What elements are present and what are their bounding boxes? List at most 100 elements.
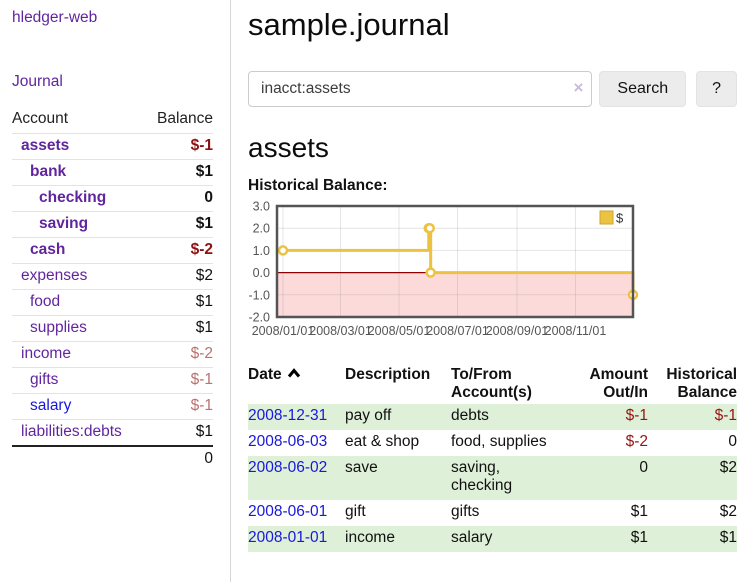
svg-text:0.0: 0.0 <box>253 266 270 280</box>
account-row: liabilities:debts $1 <box>12 419 213 446</box>
sidebar-item-journal[interactable]: Journal <box>12 73 63 90</box>
svg-text:2008/09/01: 2008/09/01 <box>486 324 549 338</box>
account-link[interactable]: bank <box>30 163 67 180</box>
account-balance: $-2 <box>145 341 213 368</box>
account-link[interactable]: assets <box>21 137 70 154</box>
account-link[interactable]: salary <box>30 397 72 414</box>
app-brand-link[interactable]: hledger-web <box>12 9 98 26</box>
transaction-date-link[interactable]: 2008-06-03 <box>248 433 328 450</box>
svg-text:3.0: 3.0 <box>253 201 270 214</box>
account-link[interactable]: food <box>30 293 61 310</box>
transaction-accounts: gifts <box>451 503 480 520</box>
account-row: assets $-1 <box>12 133 213 160</box>
account-link[interactable]: supplies <box>30 319 87 336</box>
account-balance: $-1 <box>145 367 213 394</box>
account-balance: $1 <box>145 315 213 342</box>
account-row: checking 0 <box>12 185 213 212</box>
search-bar: × Search ? <box>248 71 737 107</box>
svg-text:-1.0: -1.0 <box>248 288 270 302</box>
svg-text:2008/05/01: 2008/05/01 <box>368 324 431 338</box>
account-balance: $1 <box>145 159 213 186</box>
register-header-date[interactable]: Date <box>248 364 345 404</box>
account-row: salary $-1 <box>12 393 213 420</box>
account-link[interactable]: income <box>21 345 71 362</box>
svg-text:2008/03/01: 2008/03/01 <box>309 324 372 338</box>
account-balance: $-2 <box>145 237 213 264</box>
account-row: cash $-2 <box>12 237 213 264</box>
search-box: × <box>248 71 593 107</box>
transaction-description: gift <box>345 503 366 520</box>
account-link[interactable]: liabilities:debts <box>21 423 122 440</box>
account-balance: $1 <box>145 211 213 238</box>
transaction-accounts: saving, checking <box>451 459 513 494</box>
account-link[interactable]: cash <box>30 241 66 258</box>
transaction-description: pay off <box>345 407 392 424</box>
register-row: 2008-06-03 eat & shop food, supplies $-2… <box>248 430 737 456</box>
register-header-balance: Historical Balance <box>666 366 737 401</box>
transaction-accounts: salary <box>451 529 493 546</box>
accounts-header-row: Account Balance <box>12 106 213 134</box>
search-button[interactable]: Search <box>599 71 687 107</box>
account-balance: 0 <box>145 185 213 212</box>
transaction-accounts: food, supplies <box>451 433 547 450</box>
accounts-table-body: assets $-1 bank $1 checking 0 saving $1 … <box>12 133 213 446</box>
svg-text:-2.0: -2.0 <box>248 311 270 325</box>
transaction-description: save <box>345 459 378 476</box>
account-balance: $1 <box>145 419 213 446</box>
transaction-date-link[interactable]: 2008-01-01 <box>248 529 328 546</box>
page-title: sample.journal <box>248 7 450 42</box>
register-header-accounts: To/From Account(s) <box>451 366 532 401</box>
register-header-description: Description <box>345 366 431 383</box>
account-link[interactable]: checking <box>39 189 107 206</box>
transaction-balance: $1 <box>719 529 737 546</box>
register-row: 2008-06-01 gift gifts $1 $2 <box>248 500 737 526</box>
clear-search-icon[interactable]: × <box>573 78 584 97</box>
search-input[interactable] <box>248 71 593 107</box>
chart-title: Historical Balance: <box>248 177 388 194</box>
accounts-header-account: Account <box>12 110 69 127</box>
account-row: saving $1 <box>12 211 213 238</box>
account-row: income $-2 <box>12 341 213 368</box>
account-balance: $1 <box>145 289 213 316</box>
svg-text:1.0: 1.0 <box>253 244 270 258</box>
transaction-date-link[interactable]: 2008-06-01 <box>248 503 328 520</box>
svg-text:$: $ <box>616 211 624 226</box>
account-heading: assets <box>248 132 329 163</box>
account-balance: $2 <box>145 263 213 290</box>
register-table: Date Description To/From Account(s) Amou… <box>248 364 737 552</box>
accounts-total-row: 0 <box>12 445 213 472</box>
account-link[interactable]: saving <box>39 215 89 232</box>
chevron-up-icon <box>287 368 300 378</box>
accounts-header-balance: Balance <box>156 110 213 127</box>
transaction-date-link[interactable]: 2008-12-31 <box>248 407 328 424</box>
svg-text:2008/07/01: 2008/07/01 <box>426 324 489 338</box>
transaction-amount: $1 <box>630 529 648 546</box>
transaction-amount: $1 <box>630 503 648 520</box>
transaction-amount: $-1 <box>625 407 648 424</box>
account-link[interactable]: gifts <box>30 371 59 388</box>
transaction-date-link[interactable]: 2008-06-02 <box>248 459 328 476</box>
account-link[interactable]: expenses <box>21 267 88 284</box>
register-header-row: Date Description To/From Account(s) Amou… <box>248 364 737 404</box>
svg-text:2.0: 2.0 <box>253 222 270 236</box>
transaction-amount: 0 <box>639 459 648 476</box>
transaction-balance: 0 <box>728 433 737 450</box>
register-row: 2008-06-02 save saving, checking 0 $2 <box>248 456 737 500</box>
register-table-body: 2008-12-31 pay off debts $-1 $-1 2008-06… <box>248 404 737 552</box>
account-balance: $-1 <box>145 393 213 420</box>
svg-text:2008/01/01: 2008/01/01 <box>252 324 315 338</box>
transaction-description: income <box>345 529 395 546</box>
accounts-total-value: 0 <box>145 445 213 472</box>
transaction-description: eat & shop <box>345 433 420 450</box>
account-row: food $1 <box>12 289 213 316</box>
transaction-balance: $2 <box>719 503 737 520</box>
transaction-amount: $-2 <box>625 433 648 450</box>
help-button[interactable]: ? <box>696 71 737 107</box>
transaction-accounts: debts <box>451 407 489 424</box>
transaction-balance: $-1 <box>714 407 737 424</box>
main-content: sample.journal × Search ? assets Histori… <box>248 0 737 552</box>
account-row: expenses $2 <box>12 263 213 290</box>
account-row: supplies $1 <box>12 315 213 342</box>
transaction-balance: $2 <box>719 459 737 476</box>
register-row: 2008-01-01 income salary $1 $1 <box>248 526 737 552</box>
